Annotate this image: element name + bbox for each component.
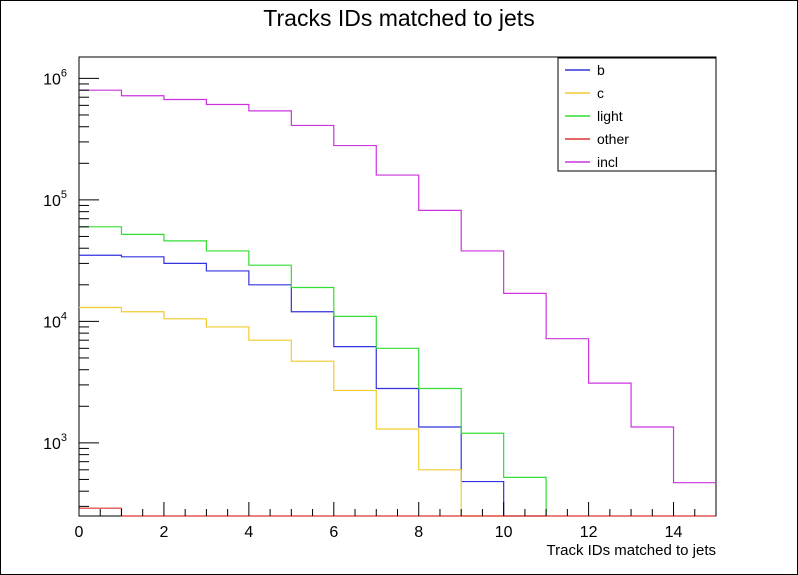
x-tick-label: 14: [665, 524, 683, 541]
legend-label-incl: incl: [597, 154, 618, 170]
y-tick-label: 104: [43, 310, 67, 331]
plot-area: 0 2 4 6 8 10 12 14 103 104 105 106: [43, 56, 717, 541]
legend-box: [557, 57, 717, 172]
legend-label-c: c: [597, 85, 604, 101]
x-tick-label: 10: [495, 524, 513, 541]
series-b-line: [79, 254, 547, 517]
legend-label-b: b: [597, 62, 605, 78]
legend-label-other: other: [597, 131, 629, 147]
legend: bc light other incl: [557, 57, 717, 172]
y-tick-label: 105: [43, 189, 67, 210]
series-light-line: [79, 226, 547, 516]
y-tick-label: 103: [43, 432, 67, 453]
y-tick-label: 106: [43, 67, 67, 88]
x-tick-label: 2: [159, 524, 168, 541]
x-tick-label: 8: [414, 524, 423, 541]
x-axis-label: Track IDs matched to jets: [547, 542, 717, 559]
legend-label-light: light: [597, 108, 623, 124]
series-c-line: [79, 306, 547, 517]
x-tick-label: 6: [329, 524, 338, 541]
x-axis: 0 2 4 6 8 10 12 14: [75, 502, 717, 541]
y-axis: 103 104 105 106: [43, 67, 99, 507]
chart-title: Tracks IDs matched to jets: [263, 5, 534, 31]
x-tick-label: 0: [75, 524, 84, 541]
x-tick-label: 12: [580, 524, 598, 541]
series-incl-line: [79, 89, 716, 484]
x-tick-label: 4: [244, 524, 253, 541]
